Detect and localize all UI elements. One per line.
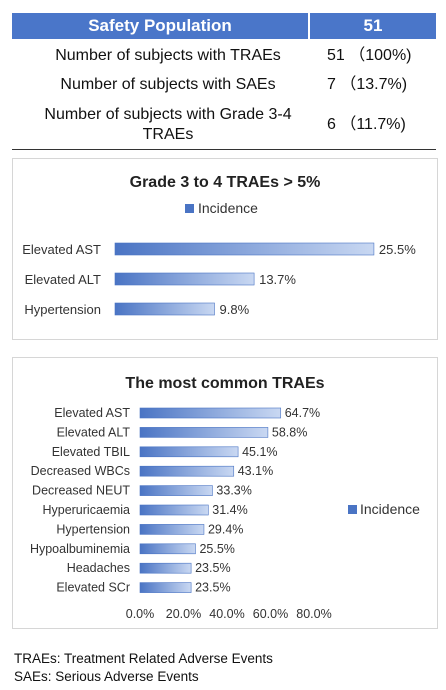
footnote-saes: SAEs: Serious Adverse Events [14, 669, 199, 684]
category-label: Elevated ALT [25, 272, 101, 287]
bar [139, 582, 192, 593]
bar [139, 465, 235, 477]
data-label: 25.5% [379, 242, 416, 257]
data-label: 23.5% [195, 581, 230, 595]
data-label: 43.1% [238, 464, 273, 478]
header-divider [308, 13, 310, 39]
data-label: 9.8% [220, 302, 250, 317]
data-label: 33.3% [216, 484, 251, 498]
row-value: 6 （11.7%) [327, 116, 406, 133]
table-bottom-rule [12, 149, 436, 150]
x-tick-label: 60.0% [253, 607, 288, 621]
category-label: Hypoalbuminemia [30, 542, 130, 556]
legend-swatch [185, 204, 194, 213]
bar [139, 562, 192, 574]
category-label: Elevated AST [22, 242, 101, 257]
bar [114, 302, 215, 316]
category-label: Elevated TBIL [52, 445, 130, 459]
bar [114, 272, 255, 286]
grade-3-4-chart-svg: Grade 3 to 4 TRAEs > 5% Incidence Elevat… [22, 174, 416, 317]
row-label: Number of subjects with TRAEs [55, 47, 281, 64]
legend-label: Incidence [360, 501, 420, 517]
bar [139, 407, 282, 419]
data-label: 64.7% [285, 406, 320, 420]
bar [139, 446, 239, 458]
category-label: Hypertension [56, 522, 130, 536]
x-tick-label: 80.0% [296, 607, 331, 621]
footnote-traes: TRAEs: Treatment Related Adverse Events [14, 651, 273, 666]
row-value: 51 （100%) [327, 47, 412, 64]
most-common-traes-chart: The most common TRAEs Incidence Elevated… [12, 357, 438, 629]
bar [139, 485, 213, 496]
chart-title: Grade 3 to 4 TRAEs > 5% [130, 174, 321, 191]
category-label: Hyperuricaemia [42, 503, 130, 517]
category-label: Headaches [67, 561, 130, 575]
category-label: Decreased WBCs [31, 464, 130, 478]
x-tick-label: 0.0% [126, 607, 155, 621]
data-label: 45.1% [242, 445, 277, 459]
data-label: 29.4% [208, 522, 243, 536]
population-header-value: 51 [363, 16, 383, 35]
bar [139, 524, 205, 535]
category-label: Decreased NEUT [32, 484, 130, 498]
row-value: 7 （13.7%) [327, 76, 408, 93]
row-label: Number of subjects with SAEs [60, 76, 276, 93]
bar [139, 427, 269, 438]
legend-label: Incidence [198, 200, 258, 216]
data-label: 31.4% [212, 503, 247, 517]
category-label: Elevated SCr [56, 581, 130, 595]
x-tick-label: 40.0% [209, 607, 244, 621]
row-label-line-1: Number of subjects with Grade 3-4 [44, 106, 292, 123]
table-row: Number of subjects with TRAEs 51 （100%) [12, 46, 436, 68]
category-label: Elevated AST [54, 406, 130, 420]
summary-table-header: Safety Population 51 [12, 13, 436, 39]
chart-title: The most common TRAEs [125, 375, 324, 392]
data-label: 25.5% [199, 542, 234, 556]
grade-3-4-chart: Grade 3 to 4 TRAEs > 5% Incidence Elevat… [12, 158, 438, 340]
bar [114, 242, 375, 256]
most-common-traes-chart-svg: The most common TRAEs Incidence Elevated… [30, 375, 420, 621]
data-label: 23.5% [195, 561, 230, 575]
x-tick-label: 20.0% [166, 607, 201, 621]
table-row: Number of subjects with Grade 3-4 TRAEs … [12, 105, 436, 145]
population-header-label: Safety Population [88, 16, 232, 35]
row-label-line-2: TRAEs [142, 126, 194, 143]
table-row: Number of subjects with SAEs 7 （13.7%) [12, 75, 436, 97]
data-label: 13.7% [259, 272, 296, 287]
category-label: Hypertension [24, 302, 101, 317]
data-label: 58.8% [272, 425, 307, 439]
bar [139, 504, 209, 516]
category-label: Elevated ALT [57, 425, 131, 439]
bar [139, 543, 196, 555]
legend-swatch [348, 505, 357, 514]
